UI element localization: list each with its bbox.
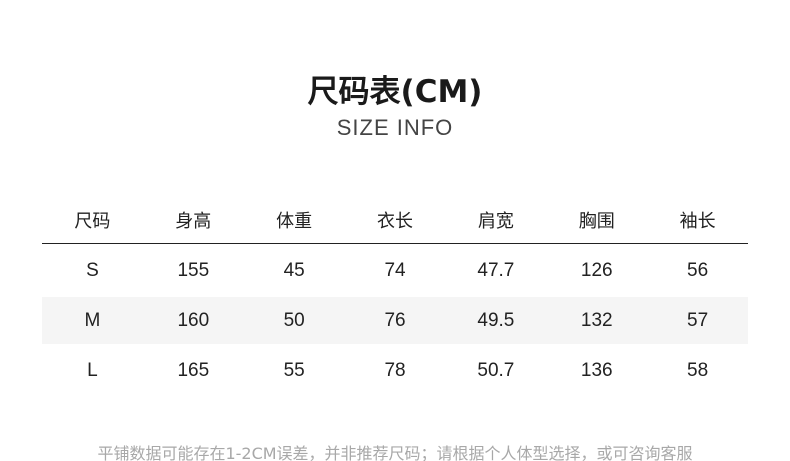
table-cell: 78: [384, 359, 406, 381]
footer-note: 平铺数据可能存在1-2CM误差，并非推荐尺码；请根据个人体型选择，或可咨询客服: [97, 444, 693, 461]
header-cell: 身高: [175, 210, 212, 232]
header-cell: 衣长: [377, 210, 413, 232]
table-cell: 50.7: [477, 359, 515, 381]
size-table: 尺码 身高 体重 衣长 肩宽 胸围 袖长 S 155 45 74 47.7 126 56 M 160 50 76 4…: [42, 196, 748, 397]
table-cell: 56: [687, 259, 709, 281]
table-cell: 76: [384, 309, 406, 331]
table-cell: 160: [177, 309, 210, 331]
header-cell: 尺码: [74, 210, 111, 232]
table-cell: 165: [177, 359, 210, 381]
table-cell: 126: [580, 259, 613, 281]
header-cell: 肩宽: [477, 210, 514, 232]
table-row: L 165 55 78 50.7 136 58: [42, 344, 748, 397]
header-cell: 体重: [276, 210, 313, 232]
table-cell: M: [84, 309, 101, 331]
table-cell: L: [87, 359, 98, 381]
table-cell: 47.7: [477, 259, 515, 281]
table-cell: 58: [687, 359, 709, 381]
table-row: S 155 45 74 47.7 126 56: [42, 244, 748, 297]
header-cell: 袖长: [679, 210, 716, 232]
table-cell: 55: [283, 359, 305, 381]
page-title: 尺码表(CM): [307, 74, 483, 110]
table-cell: 132: [580, 309, 613, 331]
table-cell: 50: [283, 309, 305, 331]
table-cell: 45: [283, 259, 305, 281]
table-cell: 74: [384, 259, 406, 281]
table-cell: 49.5: [477, 309, 515, 331]
table-cell: 57: [687, 309, 709, 331]
header-cell: 胸围: [578, 210, 615, 232]
table-cell: S: [86, 259, 99, 281]
table-cell: 155: [177, 259, 210, 281]
page-subtitle: SIZE INFO: [336, 115, 454, 140]
header-row: 尺码 身高 体重 衣长 肩宽 胸围 袖长: [42, 196, 748, 244]
table-row: M 160 50 76 49.5 132 57: [42, 297, 748, 344]
table-cell: 136: [580, 359, 613, 381]
